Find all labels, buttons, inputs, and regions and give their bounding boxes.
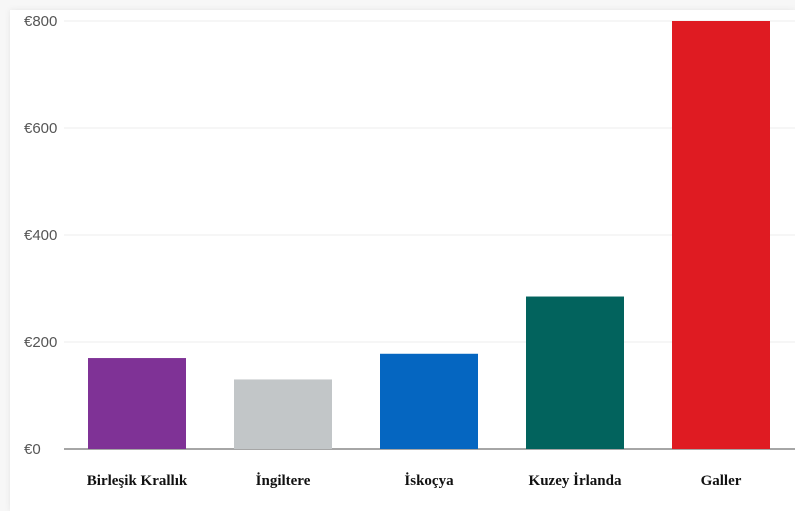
y-tick-label: €800 — [24, 13, 57, 30]
x-tick-label: Galler — [701, 473, 742, 489]
y-tick-label: €200 — [24, 334, 57, 351]
x-tick-label: İskoçya — [404, 472, 454, 489]
x-tick-label: Kuzey İrlanda — [529, 472, 622, 489]
bar — [88, 358, 186, 449]
bar — [234, 379, 332, 449]
y-tick-label: €0 — [24, 441, 41, 458]
bar — [380, 353, 478, 449]
bar — [672, 21, 770, 449]
bar — [526, 296, 624, 449]
x-tick-label: Birleşik Krallık — [87, 473, 188, 489]
x-tick-label: İngiltere — [256, 472, 311, 489]
y-tick-label: €400 — [24, 227, 57, 244]
y-tick-label: €600 — [24, 120, 57, 137]
